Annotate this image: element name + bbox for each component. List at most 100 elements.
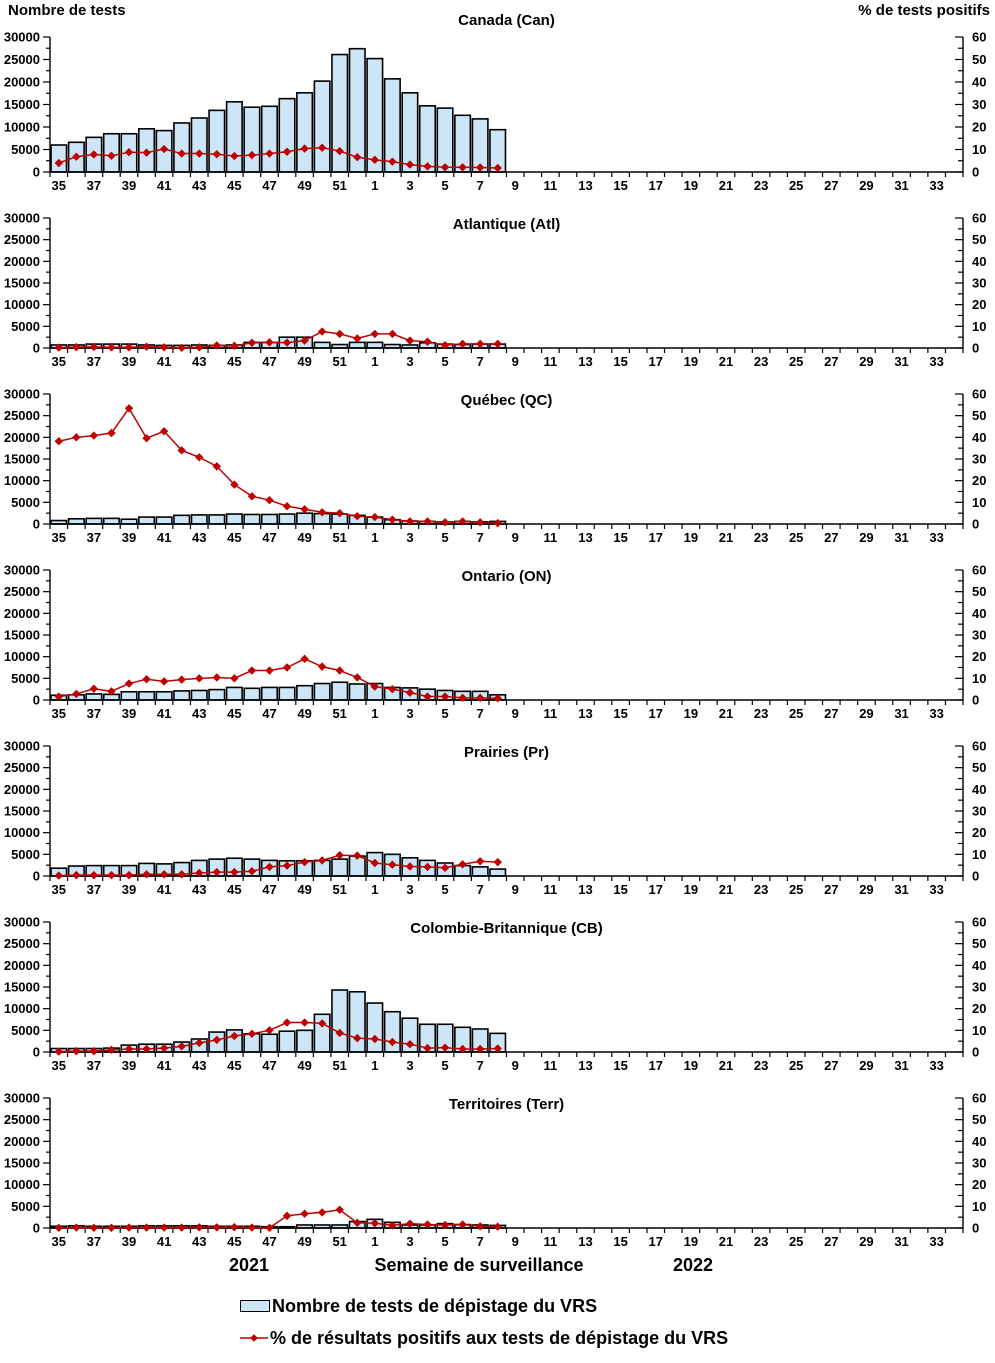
bars-series	[50, 1218, 507, 1229]
svg-text:23: 23	[754, 178, 768, 193]
data-point-diamond	[195, 343, 204, 352]
svg-text:40: 40	[972, 1134, 986, 1149]
svg-text:25000: 25000	[4, 232, 40, 247]
svg-text:25000: 25000	[4, 936, 40, 951]
svg-text:39: 39	[122, 1058, 136, 1073]
data-point-diamond	[247, 338, 257, 347]
svg-text:31: 31	[894, 354, 908, 369]
data-point-diamond	[195, 1223, 204, 1232]
data-point-diamond	[300, 654, 309, 664]
data-point-diamond	[159, 1223, 169, 1232]
bar	[366, 341, 384, 349]
svg-text:50: 50	[972, 584, 986, 599]
svg-text:41: 41	[157, 706, 171, 721]
svg-text:43: 43	[192, 354, 206, 369]
data-point-diamond	[177, 343, 186, 352]
svg-text:7: 7	[477, 178, 484, 193]
bar	[296, 512, 314, 525]
svg-text:11: 11	[544, 706, 558, 721]
bar	[260, 1033, 279, 1053]
bar	[173, 514, 191, 525]
svg-text:9: 9	[512, 530, 519, 545]
bar	[366, 1002, 384, 1053]
svg-text:30: 30	[972, 804, 986, 819]
svg-text:60: 60	[972, 739, 986, 754]
svg-text:5000: 5000	[11, 1023, 40, 1038]
svg-text:9: 9	[512, 706, 519, 721]
svg-text:41: 41	[157, 178, 171, 193]
panel-title-canada: Canada (Can)	[458, 12, 555, 29]
svg-text:23: 23	[754, 530, 768, 545]
bar	[313, 80, 331, 173]
svg-text:21: 21	[719, 354, 733, 369]
svg-text:15000: 15000	[4, 1156, 40, 1171]
svg-text:1: 1	[371, 1234, 378, 1249]
svg-text:1: 1	[371, 1058, 378, 1073]
svg-text:5: 5	[441, 178, 448, 193]
bar	[418, 105, 437, 173]
svg-text:20000: 20000	[4, 75, 40, 90]
svg-text:47: 47	[262, 178, 276, 193]
svg-text:33: 33	[929, 530, 943, 545]
data-point-diamond	[195, 453, 204, 462]
svg-text:19: 19	[684, 706, 698, 721]
svg-text:15: 15	[613, 178, 627, 193]
svg-text:49: 49	[297, 706, 311, 721]
bar	[260, 513, 279, 525]
bar	[313, 682, 331, 701]
data-point-diamond	[177, 675, 186, 684]
data-point-diamond	[124, 343, 134, 352]
svg-text:11: 11	[544, 530, 558, 545]
svg-text:43: 43	[192, 530, 206, 545]
data-point-diamond	[300, 1209, 309, 1218]
data-point-diamond	[440, 1220, 450, 1230]
bar	[348, 990, 366, 1053]
svg-text:5000: 5000	[11, 1199, 40, 1214]
year-2021-label: 2021	[228, 1255, 270, 1275]
svg-text:7: 7	[477, 706, 484, 721]
data-point-diamond	[212, 673, 221, 682]
svg-text:3: 3	[406, 530, 413, 545]
data-point-diamond	[195, 149, 204, 158]
bar	[225, 513, 243, 525]
data-point-diamond	[458, 1044, 467, 1054]
svg-text:0: 0	[33, 869, 40, 884]
svg-text:40: 40	[972, 254, 986, 269]
data-point-diamond	[475, 518, 485, 527]
svg-text:3: 3	[406, 178, 413, 193]
svg-text:43: 43	[192, 1234, 206, 1249]
data-point-diamond	[317, 1208, 327, 1217]
bar	[208, 109, 226, 173]
svg-text:39: 39	[122, 882, 136, 897]
data-point-diamond	[440, 340, 450, 350]
data-point-diamond	[475, 857, 485, 866]
bar	[138, 516, 156, 525]
svg-text:25: 25	[789, 882, 803, 897]
svg-text:33: 33	[929, 178, 943, 193]
svg-text:30: 30	[972, 1156, 986, 1171]
data-point-diamond	[54, 871, 63, 880]
svg-text:31: 31	[894, 706, 908, 721]
bar	[331, 989, 349, 1053]
data-point-diamond	[475, 163, 485, 172]
bar	[155, 690, 173, 701]
data-point-diamond	[142, 675, 151, 684]
bar	[67, 518, 85, 525]
svg-text:15: 15	[613, 1058, 627, 1073]
svg-text:17: 17	[649, 1058, 663, 1073]
svg-text:41: 41	[157, 354, 171, 369]
svg-text:27: 27	[824, 178, 838, 193]
svg-text:50: 50	[972, 408, 986, 423]
svg-text:39: 39	[122, 354, 136, 369]
bar-swatch-icon	[240, 1300, 270, 1312]
axes: 0 5000 10000 15000 20000 25000 30000 0 10 20 30 40 5…	[4, 563, 987, 722]
svg-text:1: 1	[371, 178, 378, 193]
bar	[102, 517, 120, 525]
bar	[401, 92, 419, 173]
svg-text:51: 51	[332, 1058, 346, 1073]
data-point-diamond	[423, 162, 432, 171]
svg-text:23: 23	[754, 354, 768, 369]
svg-text:40: 40	[972, 782, 986, 797]
svg-text:33: 33	[929, 1234, 943, 1249]
data-point-diamond	[265, 1223, 274, 1232]
